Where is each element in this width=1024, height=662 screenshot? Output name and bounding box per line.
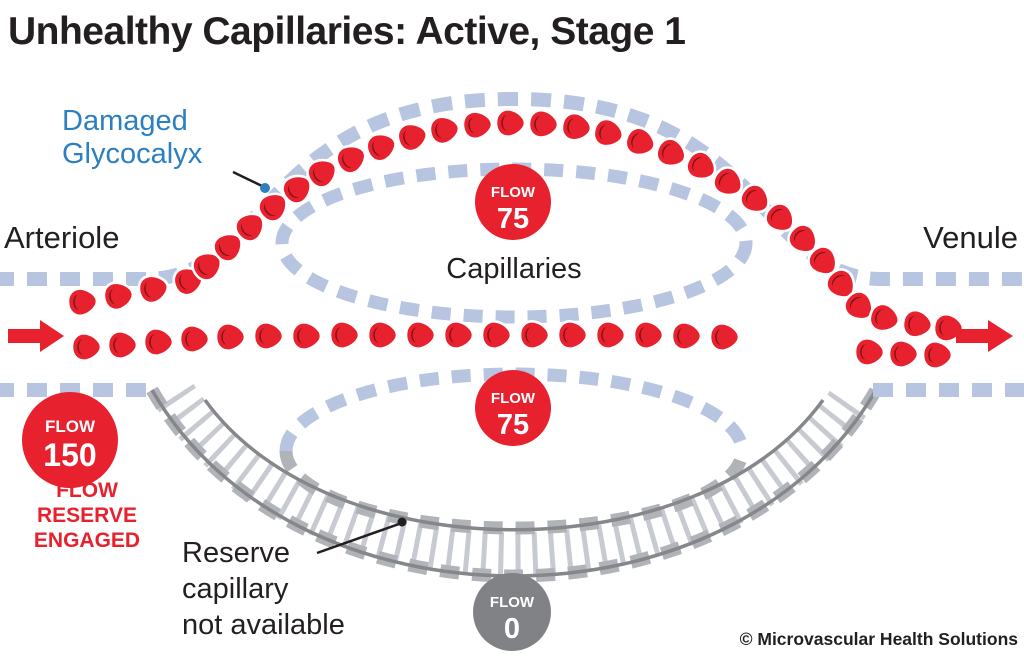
red-blood-cell (594, 320, 627, 350)
red-blood-cell (670, 321, 703, 351)
flow-reserve-note-line2: RESERVE (37, 504, 137, 527)
red-blood-cell (290, 321, 323, 351)
red-blood-cell (252, 321, 285, 351)
flow-badge-left: FLOW 150 (22, 392, 118, 488)
flow-badge-reserve-label: FLOW (490, 594, 535, 611)
red-blood-cell (921, 340, 954, 370)
reserve-capillary-upper-edge (203, 398, 825, 532)
red-blood-cell (70, 332, 103, 362)
red-blood-cell (494, 108, 527, 138)
red-blood-cell (442, 320, 475, 350)
flow-badge-top-circle (475, 164, 551, 240)
flow-badge-top: FLOW 75 (475, 164, 551, 240)
lower-capillary-island (286, 374, 742, 528)
flow-reserve-note-line1: FLOW (56, 479, 118, 502)
reserve-label-line3: not available (182, 609, 345, 641)
reserve-label-line1: Reserve (182, 537, 290, 569)
glycocalyx-pointer-dot (260, 183, 270, 193)
flow-badge-left-value: 150 (43, 437, 96, 473)
flow-badge-top-label: FLOW (491, 184, 536, 201)
flow-badge-reserve-value: 0 (504, 613, 520, 645)
glycocalyx-label-line1: Damaged (62, 105, 188, 137)
red-blood-cell (558, 110, 595, 145)
red-blood-cell (106, 330, 139, 360)
flow-badge-left-label: FLOW (45, 417, 96, 436)
red-blood-cell (214, 322, 247, 352)
upper-capillary-island (282, 169, 746, 317)
red-blood-cell (426, 112, 463, 148)
flow-badge-middle-circle (475, 370, 551, 446)
red-blood-cell (651, 133, 692, 174)
glycocalyx-label-line2: Glycocalyx (62, 138, 203, 170)
flow-badge-middle-label: FLOW (491, 390, 536, 407)
red-blood-cell (632, 320, 665, 350)
red-blood-cell (899, 307, 936, 341)
reserve-pointer-line (316, 522, 400, 555)
red-blood-cell (65, 285, 100, 319)
arteriole-label: Arteriole (4, 220, 119, 255)
flow-badge-reserve: FLOW 0 (473, 573, 551, 651)
red-blood-cell (330, 138, 372, 179)
venule-label: Venule (923, 220, 1018, 255)
red-blood-cell (393, 118, 432, 156)
flow-reserve-note-line3: ENGAGED (34, 529, 140, 552)
middle-lower-wall (279, 367, 749, 452)
red-blood-cell (556, 320, 589, 350)
flow-arrows (8, 320, 1013, 352)
red-blood-cell (361, 127, 402, 167)
flow-badge-top-value: 75 (497, 203, 529, 235)
red-blood-cell (589, 115, 628, 152)
red-blood-cell (178, 324, 211, 354)
inflow-arrow-icon (8, 320, 64, 352)
red-blood-cell (620, 123, 661, 162)
red-blood-cell (526, 108, 561, 140)
capillaries-label: Capillaries (446, 253, 581, 285)
reserve-pointer-dot (397, 517, 407, 527)
flow-badge-middle-value: 75 (497, 409, 529, 441)
outflow-arrow-icon (956, 320, 1013, 352)
pointer-lines (232, 170, 407, 555)
red-blood-cell (460, 108, 495, 142)
red-blood-cell (853, 336, 886, 368)
red-blood-cell (480, 320, 513, 350)
red-blood-cell (708, 322, 741, 352)
red-blood-cell (366, 320, 399, 350)
flow-badge-left-circle (22, 392, 118, 488)
page-title: Unhealthy Capillaries: Active, Stage 1 (8, 10, 685, 53)
red-blood-cell (142, 327, 175, 357)
flow-badge-reserve-circle (473, 573, 551, 651)
red-blood-cell (887, 339, 920, 369)
glycocalyx-pointer-line (232, 170, 263, 188)
red-blood-cell (328, 320, 361, 350)
flow-badge-middle: FLOW 75 (475, 370, 551, 446)
red-blood-cell (518, 320, 551, 350)
vessel-interior (282, 169, 746, 528)
reserve-label-line2: capillary (182, 573, 289, 605)
red-blood-cell (404, 320, 437, 350)
copyright-text: © Microvascular Health Solutions (740, 629, 1019, 649)
